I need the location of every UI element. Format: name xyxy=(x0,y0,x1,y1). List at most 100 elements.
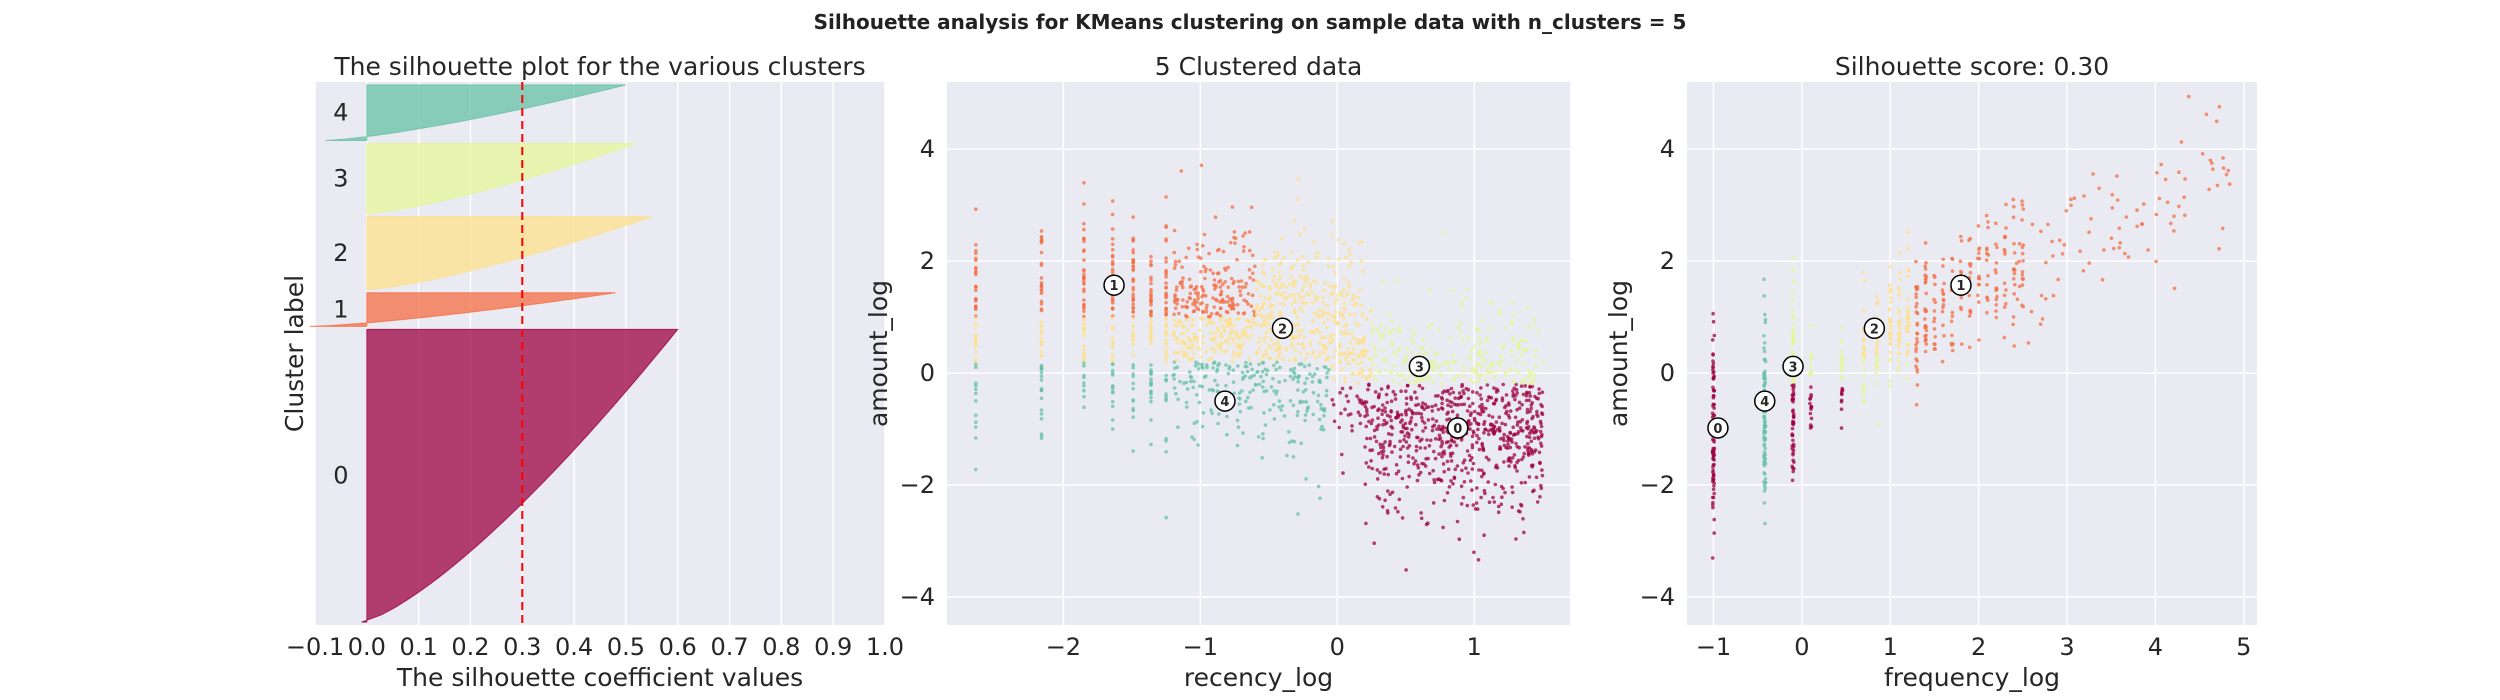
scatter-point xyxy=(1208,314,1212,319)
scatter-point xyxy=(1176,397,1180,402)
scatter-point xyxy=(1273,256,1277,260)
scatter-point xyxy=(1185,315,1189,319)
scatter-point xyxy=(1296,197,1300,201)
scatter-point xyxy=(1463,295,1467,300)
scatter-point xyxy=(1451,390,1456,395)
scatter-point xyxy=(1082,321,1086,326)
scatter-point xyxy=(1272,417,1277,421)
scatter-point xyxy=(1343,293,1348,298)
scatter-point xyxy=(1338,360,1343,364)
scatter-point xyxy=(1380,347,1385,352)
scatter-point xyxy=(1201,310,1205,315)
scatter-point xyxy=(1149,254,1153,259)
scatter-point xyxy=(1394,463,1399,467)
scatter-point xyxy=(1383,409,1388,414)
scatter-y-tick-label: 0 xyxy=(920,359,935,387)
scatter-point xyxy=(1407,407,1411,412)
scatter-point xyxy=(1247,230,1252,234)
scatter-point xyxy=(1410,411,1415,416)
scatter-point xyxy=(1516,341,1520,345)
scatter-point xyxy=(1496,510,1501,514)
scatter-point xyxy=(1419,345,1423,350)
scatter-point xyxy=(1248,376,1252,380)
scatter-point xyxy=(1923,317,1927,321)
scatter-point xyxy=(1527,398,1531,403)
scatter-point xyxy=(1207,318,1211,323)
scatter-point xyxy=(1790,444,1794,448)
scatter-point xyxy=(1897,351,1902,356)
scatter-point xyxy=(1288,399,1293,403)
scatter-point xyxy=(1460,300,1465,305)
scatter-point xyxy=(1517,371,1521,375)
scatter-point xyxy=(1447,485,1452,489)
scatter-point xyxy=(1389,410,1393,414)
scatter-point xyxy=(1449,479,1453,483)
scatter-point xyxy=(1960,342,1964,346)
scatter-point xyxy=(1344,394,1349,398)
scatter-point xyxy=(1459,395,1463,400)
scatter-point xyxy=(1216,421,1220,426)
scatter-point xyxy=(1405,485,1409,489)
scatter-point xyxy=(2177,170,2181,174)
scatter-point xyxy=(1315,327,1319,332)
scatter-point xyxy=(1253,264,1257,269)
scatter-point xyxy=(2012,344,2016,348)
scatter-point xyxy=(1351,347,1356,351)
scatter-point xyxy=(1791,412,1796,416)
scatter-point xyxy=(1293,299,1298,304)
scatter-point xyxy=(1263,257,1267,262)
scatter-point xyxy=(1238,409,1243,414)
scatter-point xyxy=(1110,427,1115,431)
scatter-point xyxy=(1164,281,1168,285)
scatter-point xyxy=(1376,416,1380,421)
scatter-point xyxy=(1490,429,1494,433)
scatter-point xyxy=(1277,399,1282,403)
scatter-point xyxy=(1237,285,1241,289)
scatter-point xyxy=(1149,328,1153,332)
scatter-point xyxy=(1326,264,1331,269)
scatter-point xyxy=(1486,480,1490,484)
scatter-point xyxy=(1246,292,1251,296)
scatter-point xyxy=(1302,364,1307,369)
scatter-point xyxy=(1809,385,1813,389)
scatter-point xyxy=(1149,341,1153,346)
scatter-point xyxy=(1219,289,1224,294)
scatter-point xyxy=(1188,338,1193,343)
scatter-point xyxy=(1267,343,1271,348)
scatter-point xyxy=(1276,251,1280,255)
scatter-point xyxy=(1321,321,1326,325)
scatter-point xyxy=(1792,279,1796,284)
cluster-center-label: 1 xyxy=(1956,279,1965,294)
scatter-point xyxy=(1289,250,1294,255)
scatter-point xyxy=(1839,376,1843,381)
scatter-point xyxy=(1406,460,1411,465)
scatter-point xyxy=(1487,500,1492,505)
scatter-point xyxy=(1437,433,1442,438)
scatter-point xyxy=(1712,458,1716,462)
scatter-point xyxy=(1359,259,1364,263)
scatter-point xyxy=(1177,259,1181,264)
scatter-point xyxy=(1432,423,1437,428)
scatter-point xyxy=(1461,369,1466,374)
scatter-point xyxy=(1968,270,1973,275)
scatter-point xyxy=(1906,342,1911,347)
scatter-point xyxy=(1341,471,1345,475)
scatter-point xyxy=(1292,310,1297,315)
scatter-point xyxy=(1424,351,1428,356)
scatter-point xyxy=(1488,326,1493,330)
scatter-point xyxy=(1211,321,1216,325)
scatter-point xyxy=(1295,315,1300,320)
scatter-point xyxy=(1191,318,1195,322)
scatter-point xyxy=(1309,343,1313,348)
scatter-point xyxy=(1861,359,1865,364)
scatter-point xyxy=(1289,367,1293,372)
scatter-point xyxy=(1521,392,1526,397)
scatter-point xyxy=(1712,517,1716,522)
scatter-point xyxy=(1459,502,1464,506)
scatter-point xyxy=(2091,172,2095,176)
scatter-point xyxy=(1178,379,1182,384)
scatter-point xyxy=(1915,301,1919,306)
scatter-point xyxy=(2221,166,2226,170)
scatter-point xyxy=(1296,512,1300,516)
scatter-point xyxy=(1310,301,1315,305)
